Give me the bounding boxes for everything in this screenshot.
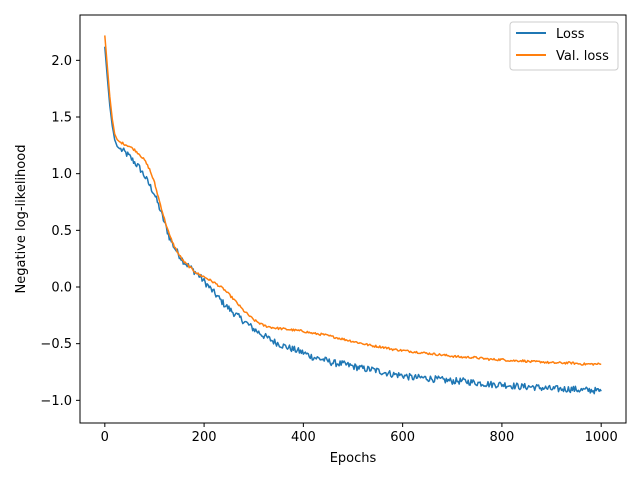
y-tick-label: 0.5	[51, 224, 72, 239]
x-axis-label: Epochs	[330, 451, 377, 466]
x-tick-label: 0	[101, 430, 109, 445]
legend-label-loss: Loss	[556, 27, 585, 42]
x-axis: 0 200 400 600 800 1000	[101, 423, 618, 445]
legend: Loss Val. loss	[509, 21, 619, 71]
series-line-val-loss	[104, 35, 602, 366]
y-tick-label: −0.5	[40, 337, 72, 352]
x-tick-label: 200	[192, 430, 217, 445]
x-tick-label: 600	[390, 430, 415, 445]
x-tick-label: 1000	[585, 430, 618, 445]
y-axis: −1.0 −0.5 0.0 0.5 1.0 1.5 2.0	[40, 54, 80, 409]
y-tick-label: −1.0	[40, 394, 72, 409]
y-tick-label: 1.5	[51, 111, 72, 126]
series-layer	[104, 35, 602, 395]
y-axis-label: Negative log-likelihood	[14, 145, 29, 294]
series-line-loss	[104, 46, 602, 395]
x-tick-label: 800	[489, 430, 514, 445]
y-tick-label: 2.0	[51, 54, 72, 69]
legend-label-val-loss: Val. loss	[556, 49, 609, 64]
x-tick-label: 400	[291, 430, 316, 445]
y-tick-label: 0.0	[51, 281, 72, 296]
y-tick-label: 1.0	[51, 167, 72, 182]
plot-frame	[79, 14, 627, 424]
